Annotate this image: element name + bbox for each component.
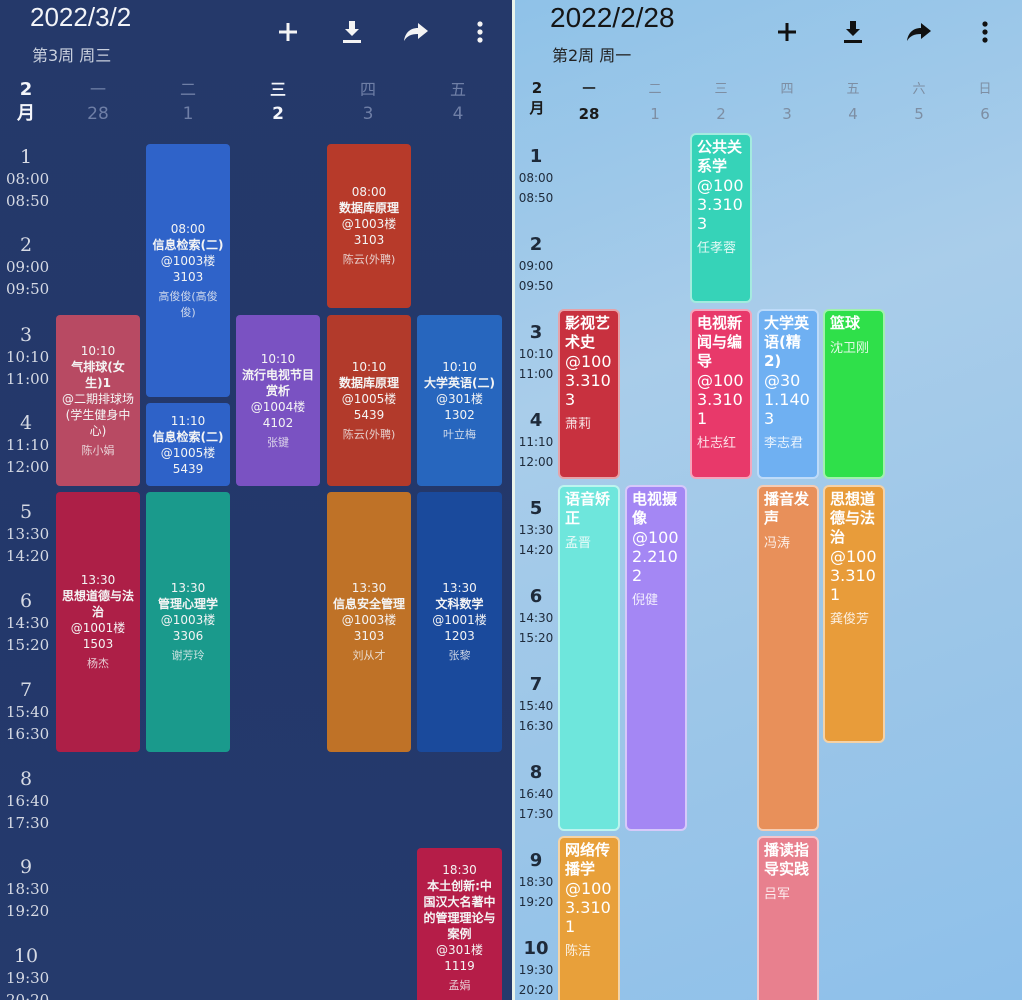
- date-title: 2022/3/2: [30, 2, 132, 32]
- date-title: 2022/2/28: [550, 2, 675, 33]
- month-label: 2 月: [17, 79, 35, 124]
- course-card[interactable]: 08:00 信息检索(二) @1003楼3103 高俊俊(高俊俊): [146, 144, 230, 397]
- course-card[interactable]: 10:10 数据库原理 @1005楼5439 陈云(外聘): [327, 315, 411, 486]
- slot-label: 8 16:40 17:30: [518, 762, 554, 821]
- course-card[interactable]: 影视艺术史 @1003.3103 萧莉: [558, 309, 620, 479]
- add-icon: [279, 23, 297, 41]
- course-card[interactable]: 网络传播学 @1003.3101 陈洁: [558, 836, 620, 1000]
- slot-label: 9 18:30 19:20: [6, 856, 50, 920]
- course-card[interactable]: 电视新闻与编导 @1003.3101 杜志红: [690, 309, 752, 479]
- course-card[interactable]: 13:30 信息安全管理 @1003楼3103 刘从才: [327, 492, 411, 752]
- download-icon: [844, 21, 862, 43]
- download-icon: [343, 21, 361, 43]
- slot-label: 8 16:40 17:30: [6, 768, 50, 832]
- slot-label: 5 13:30 14:20: [518, 498, 554, 557]
- course-card[interactable]: 播读指导实践 吕军: [757, 836, 819, 1000]
- share-button[interactable]: [400, 16, 432, 48]
- more-button[interactable]: [464, 16, 496, 48]
- slot-label: 4 11:10 12:00: [6, 412, 50, 476]
- slot-label: 1 08:00 08:50: [6, 146, 50, 210]
- download-button[interactable]: [837, 16, 869, 48]
- course-card[interactable]: 10:10 气排球(女生)1 @二期排球场(学生健身中心) 陈小娟: [56, 315, 140, 486]
- course-card[interactable]: 电视摄像 @1002.2102 倪健: [625, 485, 687, 831]
- add-button[interactable]: [771, 16, 803, 48]
- slot-label: 4 11:10 12:00: [518, 410, 554, 469]
- day-header-mon[interactable]: 一 28: [87, 80, 109, 124]
- slot-label: 9 18:30 19:20: [518, 850, 554, 909]
- more-vert-icon: [982, 21, 988, 43]
- day-header-mon[interactable]: 一 28: [578, 82, 600, 123]
- slot-label: 7 15:40 16:30: [518, 674, 554, 733]
- course-card[interactable]: 播音发声 冯涛: [757, 485, 819, 831]
- share-icon: [404, 23, 428, 41]
- slot-label: 2 09:00 09:50: [518, 234, 554, 293]
- panel-divider: [512, 0, 515, 1000]
- download-button[interactable]: [336, 16, 368, 48]
- course-card[interactable]: 公共关系学 @1003.3103 任孝蓉: [690, 133, 752, 303]
- course-card[interactable]: 13:30 文科数学 @1001楼1203 张黎: [417, 492, 502, 752]
- slot-label: 3 10:10 11:00: [6, 324, 50, 388]
- week-subtitle: 第2周 周一: [552, 46, 632, 65]
- slot-label: 10 19:30 20:20: [6, 945, 50, 1000]
- slot-label: 1 08:00 08:50: [518, 146, 554, 205]
- month-label: 2 月: [529, 79, 545, 117]
- course-card[interactable]: 13:30 管理心理学 @1003楼3306 谢芳玲: [146, 492, 230, 752]
- toolbar: [771, 16, 1022, 48]
- more-button[interactable]: [969, 16, 1001, 48]
- add-button[interactable]: [272, 16, 304, 48]
- course-card[interactable]: 13:30 思想道德与法治 @1001楼1503 杨杰: [56, 492, 140, 752]
- course-card[interactable]: 10:10 大学英语(二) @301楼1302 叶立梅: [417, 315, 502, 486]
- share-button[interactable]: [903, 16, 935, 48]
- course-card[interactable]: 大学英语(精2) @301.1403 李志君: [757, 309, 819, 479]
- slot-label: 6 14:30 15:20: [6, 590, 50, 654]
- course-card[interactable]: 08:00 数据库原理 @1003楼3103 陈云(外聘): [327, 144, 411, 308]
- course-card[interactable]: 11:10 信息检索(二) @1005楼5439: [146, 403, 230, 486]
- course-card[interactable]: 10:10 流行电视节目赏析 @1004楼4102 张键: [236, 315, 320, 486]
- add-icon: [778, 23, 796, 41]
- slot-label: 10 19:30 20:20: [518, 938, 554, 997]
- slot-label: 2 09:00 09:50: [6, 234, 50, 298]
- week-subtitle: 第3周 周三: [32, 46, 112, 65]
- course-card[interactable]: 语音矫正 孟晋: [558, 485, 620, 831]
- slot-label: 6 14:30 15:20: [518, 586, 554, 645]
- course-card[interactable]: 18:30 本土创新:中国汉大名著中的管理理论与案例 @301楼1119 孟娟: [417, 848, 502, 1000]
- toolbar: [272, 16, 512, 48]
- slot-label: 3 10:10 11:00: [518, 322, 554, 381]
- share-icon: [907, 23, 931, 41]
- slot-label: 7 15:40 16:30: [6, 679, 50, 743]
- more-vert-icon: [477, 21, 483, 43]
- course-card[interactable]: 思想道德与法治 @1003.3101 龚俊芳: [823, 485, 885, 743]
- slot-label: 5 13:30 14:20: [6, 501, 50, 565]
- course-card[interactable]: 篮球 沈卫刚: [823, 309, 885, 479]
